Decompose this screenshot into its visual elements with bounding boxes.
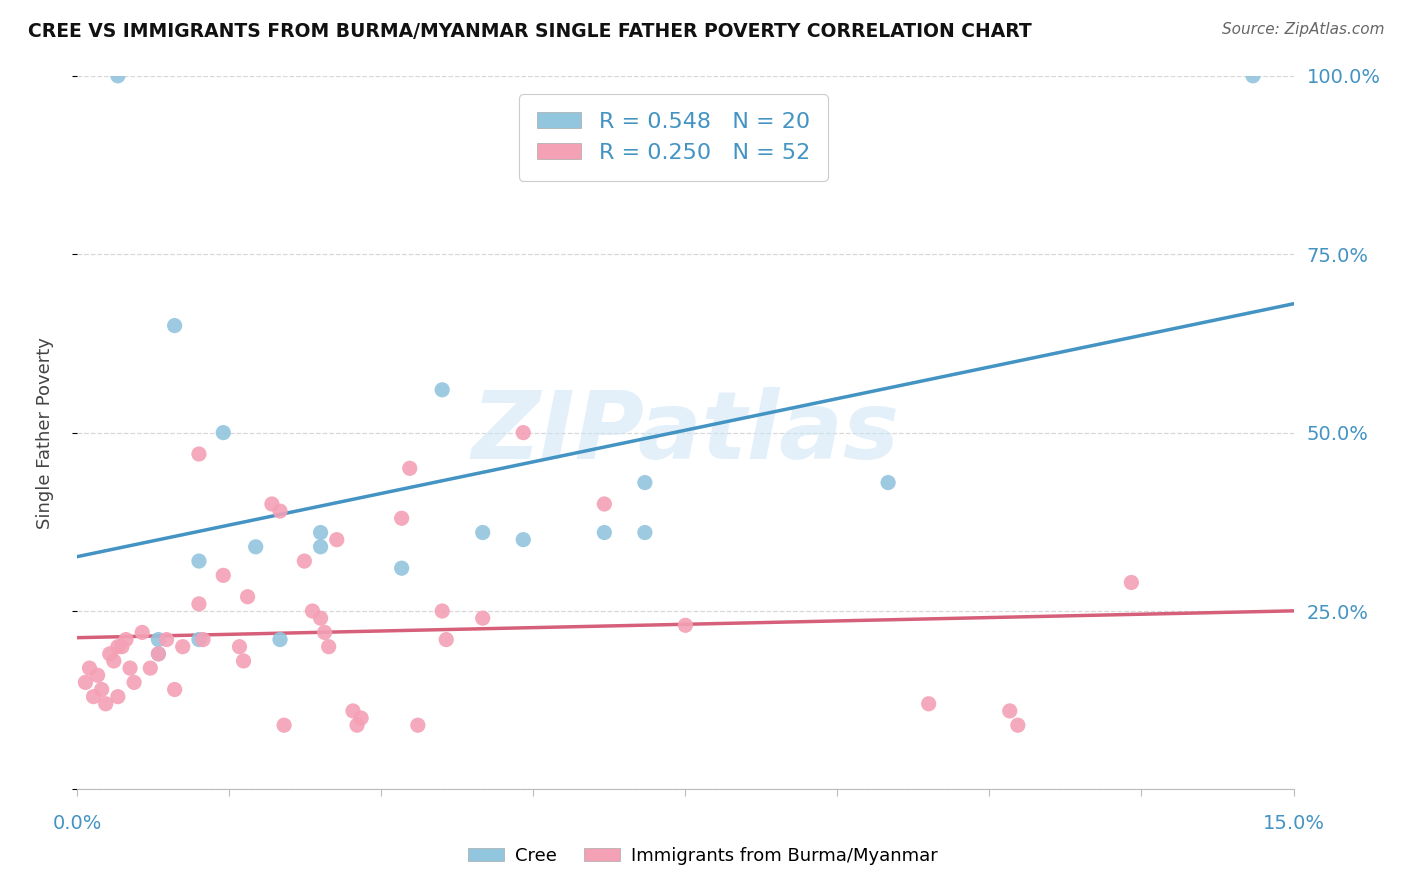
Text: 15.0%: 15.0% [1263,814,1324,832]
Point [148,632,170,647]
Point [314,625,336,640]
Point [1121,575,1143,590]
Point [191,632,214,647]
Point [269,504,291,518]
Point [471,525,494,540]
Point [1241,69,1264,83]
Point [292,554,315,568]
Point [111,640,134,654]
Point [236,590,259,604]
Point [434,632,457,647]
Point [131,625,153,640]
Legend: R = 0.548   N = 20, R = 0.250   N = 52: R = 0.548 N = 20, R = 0.250 N = 52 [519,94,828,181]
Point [212,568,235,582]
Text: Source: ZipAtlas.com: Source: ZipAtlas.com [1222,22,1385,37]
Point [918,697,941,711]
Point [148,647,170,661]
Point [432,604,454,618]
Point [346,718,368,732]
Point [391,561,413,575]
Point [107,690,129,704]
Text: CREE VS IMMIGRANTS FROM BURMA/MYANMAR SINGLE FATHER POVERTY CORRELATION CHART: CREE VS IMMIGRANTS FROM BURMA/MYANMAR SI… [28,22,1032,41]
Point [163,318,186,333]
Point [309,611,332,625]
Text: 0.0%: 0.0% [52,814,103,832]
Point [309,525,332,540]
Point [232,654,254,668]
Point [188,554,211,568]
Point [75,675,97,690]
Point [79,661,101,675]
Point [634,475,657,490]
Point [83,690,105,704]
Point [391,511,413,525]
Point [269,632,291,647]
Point [326,533,349,547]
Point [471,611,494,625]
Point [998,704,1021,718]
Point [350,711,373,725]
Point [139,661,162,675]
Point [675,618,697,632]
Point [398,461,420,475]
Point [342,704,364,718]
Point [406,718,429,732]
Point [86,668,108,682]
Point [103,654,125,668]
Point [107,640,129,654]
Point [512,533,534,547]
Point [1007,718,1029,732]
Point [188,632,211,647]
Point [432,383,454,397]
Point [163,682,186,697]
Point [107,69,129,83]
Point [115,632,138,647]
Point [155,632,177,647]
Y-axis label: Single Father Poverty: Single Father Poverty [35,336,53,529]
Point [90,682,112,697]
Point [212,425,235,440]
Point [301,604,323,618]
Point [245,540,267,554]
Point [877,475,900,490]
Point [273,718,295,732]
Point [593,525,616,540]
Point [228,640,250,654]
Point [318,640,340,654]
Point [512,425,534,440]
Point [309,540,332,554]
Text: ZIPatlas: ZIPatlas [471,386,900,479]
Point [122,675,145,690]
Point [118,661,141,675]
Point [188,597,211,611]
Point [260,497,283,511]
Legend: Cree, Immigrants from Burma/Myanmar: Cree, Immigrants from Burma/Myanmar [461,840,945,872]
Point [593,497,616,511]
Point [148,647,170,661]
Point [172,640,194,654]
Point [188,447,211,461]
Point [94,697,117,711]
Point [634,525,657,540]
Point [98,647,121,661]
